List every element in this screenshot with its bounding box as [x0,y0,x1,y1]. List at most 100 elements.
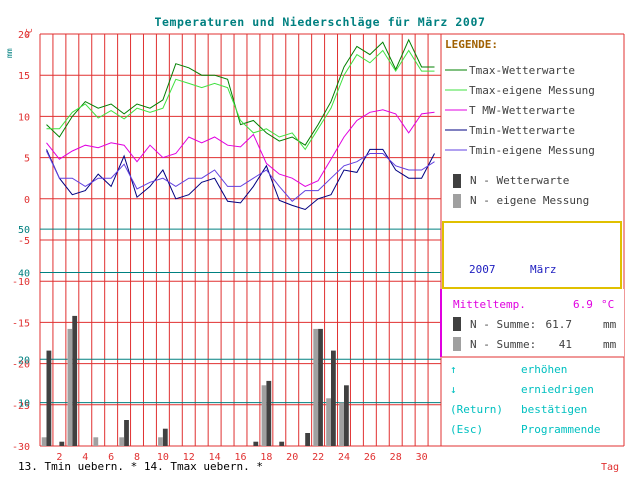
rain-bar [67,328,73,446]
rain-bar [124,420,129,446]
legend-title: LEGENDE: [445,38,498,51]
temp-tick-label: -20 [12,360,30,371]
control-key: ↑ [450,363,457,376]
control-action: bestätigen [521,403,587,416]
rain-bar [162,428,168,446]
rain-sum-station-value: 61.7 [546,318,573,331]
series-line [46,38,435,146]
rain-bar [279,441,285,446]
rain-bar [46,350,52,446]
rain-bars [41,315,349,446]
mean-temp-unit: °C [601,298,614,311]
legend-label: Tmax-eigene Messung [469,84,595,97]
rain-bar [266,380,272,446]
temp-unit-label: °C [25,28,34,38]
legend-label: N - eigene Messung [470,194,589,207]
series-line [46,49,435,151]
day-tick-label: 18 [260,452,272,463]
plot-grid [39,33,442,447]
day-tick-label: 28 [390,452,402,463]
x-axis-label: Tag [601,462,619,473]
period-year: 2007 [469,263,496,276]
day-tick-label: 10 [157,452,169,463]
day-axis-ticks: 2 4 6 8 10 12 14 16 18 20 22 24 26 28 30 [56,452,427,463]
temp-tick-label: -25 [12,401,30,412]
control-action: erhöhen [521,363,567,376]
day-tick-label: 6 [108,452,114,463]
legend-label: Tmin-Wetterwarte [469,124,575,137]
legend-bar-swatch [453,174,461,188]
rain-bar [331,350,336,446]
rain-bar [93,437,99,446]
period-box: 2007 März [442,221,622,289]
legend-bar-swatch [453,194,461,208]
status-line: 13. Tmin uebern. * 14. Tmax uebern. * [18,460,264,473]
rain-bar [344,385,349,446]
rain-sum-station-label: N - Summe: [470,318,536,331]
rain-sum-station-swatch [453,317,461,331]
day-tick-label: 24 [338,452,350,463]
control-action: Programmende [521,423,600,436]
day-tick-label: 8 [134,452,140,463]
legend-panel: LEGENDE: Tmax-Wetterwarte Tmax-eigene Mes… [440,33,625,447]
temp-tick-label: 10 [18,112,30,123]
temp-tick-label: -5 [18,236,30,247]
keyboard-controls: ↑ erhöhen ↓ erniedrigen (Return) bestätigen (E… [450,363,600,436]
rain-bar [72,315,78,446]
day-tick-label: 26 [364,452,376,463]
legend-label: Tmax-Wetterwarte [469,64,575,77]
temp-tick-label: 20 [18,30,30,41]
rain-sum-own-swatch [453,337,461,351]
day-tick-label: 22 [312,452,324,463]
rain-bar [253,441,259,446]
temp-tick-label: -30 [12,442,30,453]
temp-tick-label: -15 [12,318,30,329]
temp-axis-ticks: 20 15 10 50-5 -10 -15 -20 -25 -30 [12,30,30,453]
summary-panel: Mitteltemp. 6.9 °C N - Summe: 61.7 mm N … [440,289,624,358]
rain-tick-label: 20 [18,355,30,366]
day-tick-label: 4 [82,452,88,463]
day-tick-label: 20 [286,452,298,463]
mean-temp-label: Mitteltemp. [453,298,526,311]
rain-bar [41,437,47,446]
rain-sum-station-unit: mm [603,318,617,331]
temperature-lines [46,38,435,211]
rain-bar [326,398,331,446]
series-line [46,150,435,202]
rain-unit-label: mm [5,48,14,58]
rain-bar [158,437,163,446]
rain-bar [119,437,125,446]
rain-bar [318,328,323,446]
legend-label: T MW-Wetterwarte [469,104,575,117]
chart-title: Temperaturen und Niederschläge für März … [154,15,485,29]
day-tick-label: 14 [209,452,221,463]
temp-tick-label: 15 [18,71,30,82]
temp-tick-label: -10 [12,277,30,288]
mean-temp-value: 6.9 [573,298,593,311]
rain-bar [261,385,267,446]
legend-label: N - Wetterwarte [470,174,569,187]
rain-sum-own-unit: mm [603,338,617,351]
series-line [46,109,435,187]
day-tick-label: 30 [416,452,428,463]
control-key: ↓ [450,383,457,396]
control-action: erniedrigen [521,383,594,396]
series-line [46,148,435,211]
day-tick-label: 12 [183,452,195,463]
legend-label: Tmin-eigene Messung [469,144,595,157]
rain-bar [313,328,319,446]
rain-sum-own-value: 41 [559,338,572,351]
rain-bar [59,441,65,446]
rain-tick-label: 50 [18,225,30,236]
day-tick-label: 2 [56,452,62,463]
rain-tick-label: 40 [18,269,30,280]
rain-axis-ticks: 50 40 20 10 [18,225,30,409]
rain-bar [339,402,344,446]
rain-bar [305,433,310,446]
control-key: (Esc) [450,423,483,436]
legend-entries: Tmax-Wetterwarte Tmax-eigene Messung T MW-… [445,64,595,208]
rain-sum-own-label: N - Summe: [470,338,536,351]
period-month: März [530,263,557,276]
temp-tick-label: 0 [24,195,30,206]
